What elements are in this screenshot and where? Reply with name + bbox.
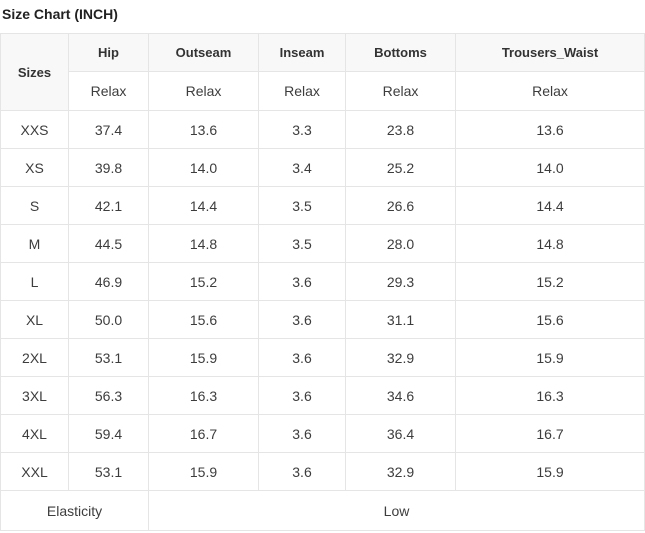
table-row-l: L 46.9 15.2 3.6 29.3 15.2 <box>0 262 645 301</box>
value-cell: 15.6 <box>455 300 645 339</box>
size-cell: S <box>0 186 69 225</box>
fit-cell-outseam: Relax <box>148 71 259 111</box>
table-row-2xl: 2XL 53.1 15.9 3.6 32.9 15.9 <box>0 338 645 377</box>
fit-cell-bottoms: Relax <box>345 71 456 111</box>
value-cell: 3.6 <box>258 262 346 301</box>
value-cell: 14.4 <box>148 186 259 225</box>
measure-header-row: Sizes Hip Outseam Inseam Bottoms Trouser… <box>0 33 645 111</box>
value-cell: 32.9 <box>345 452 456 491</box>
size-cell: 2XL <box>0 338 69 377</box>
value-cell: 32.9 <box>345 338 456 377</box>
value-cell: 53.1 <box>68 452 149 491</box>
value-cell: 3.6 <box>258 452 346 491</box>
sizes-corner-header: Sizes <box>0 33 69 111</box>
value-cell: 15.9 <box>148 452 259 491</box>
value-cell: 39.8 <box>68 148 149 187</box>
value-cell: 25.2 <box>345 148 456 187</box>
size-cell: 3XL <box>0 376 69 415</box>
column-header-inseam: Inseam <box>258 33 346 72</box>
fit-cell-inseam: Relax <box>258 71 346 111</box>
value-cell: 15.9 <box>148 338 259 377</box>
value-cell: 50.0 <box>68 300 149 339</box>
value-cell: 42.1 <box>68 186 149 225</box>
value-cell: 3.6 <box>258 338 346 377</box>
page-title: Size Chart (INCH) <box>2 6 118 22</box>
table-row-m: M 44.5 14.8 3.5 28.0 14.8 <box>0 224 645 263</box>
value-cell: 3.3 <box>258 110 346 149</box>
fit-cell-hip: Relax <box>68 71 149 111</box>
value-cell: 16.3 <box>455 376 645 415</box>
size-cell: M <box>0 224 69 263</box>
value-cell: 46.9 <box>68 262 149 301</box>
value-cell: 31.1 <box>345 300 456 339</box>
value-cell: 26.6 <box>345 186 456 225</box>
size-cell: 4XL <box>0 414 69 453</box>
value-cell: 3.4 <box>258 148 346 187</box>
value-cell: 34.6 <box>345 376 456 415</box>
table-row-xl: XL 50.0 15.6 3.6 31.1 15.6 <box>0 300 645 339</box>
elasticity-label-cell: Elasticity <box>0 490 149 531</box>
value-cell: 15.9 <box>455 338 645 377</box>
value-cell: 29.3 <box>345 262 456 301</box>
column-header-outseam: Outseam <box>148 33 259 72</box>
column-header-trousers-waist: Trousers_Waist <box>455 33 645 72</box>
fit-header-row: Relax Relax Relax Relax Relax <box>1 71 645 111</box>
value-cell: 14.0 <box>148 148 259 187</box>
size-cell: XXS <box>0 110 69 149</box>
table-row-s: S 42.1 14.4 3.5 26.6 14.4 <box>0 186 645 225</box>
table-row-xxl: XXL 53.1 15.9 3.6 32.9 15.9 <box>0 452 645 491</box>
value-cell: 13.6 <box>148 110 259 149</box>
value-cell: 36.4 <box>345 414 456 453</box>
value-cell: 16.3 <box>148 376 259 415</box>
value-cell: 37.4 <box>68 110 149 149</box>
value-cell: 3.5 <box>258 186 346 225</box>
value-cell: 16.7 <box>148 414 259 453</box>
table-row-xs: XS 39.8 14.0 3.4 25.2 14.0 <box>0 148 645 187</box>
value-cell: 59.4 <box>68 414 149 453</box>
elasticity-row: Elasticity Low <box>0 490 645 531</box>
value-cell: 3.5 <box>258 224 346 263</box>
value-cell: 15.6 <box>148 300 259 339</box>
table-row-3xl: 3XL 56.3 16.3 3.6 34.6 16.3 <box>0 376 645 415</box>
value-cell: 14.4 <box>455 186 645 225</box>
size-cell: XXL <box>0 452 69 491</box>
value-cell: 15.2 <box>148 262 259 301</box>
fit-cell-trousers-waist: Relax <box>455 71 645 111</box>
column-header-bottoms: Bottoms <box>345 33 456 72</box>
value-cell: 23.8 <box>345 110 456 149</box>
value-cell: 15.9 <box>455 452 645 491</box>
value-cell: 3.6 <box>258 300 346 339</box>
value-cell: 3.6 <box>258 414 346 453</box>
elasticity-value-cell: Low <box>148 490 645 531</box>
value-cell: 14.8 <box>455 224 645 263</box>
value-cell: 16.7 <box>455 414 645 453</box>
value-cell: 28.0 <box>345 224 456 263</box>
size-cell: L <box>0 262 69 301</box>
value-cell: 3.6 <box>258 376 346 415</box>
size-cell: XL <box>0 300 69 339</box>
value-cell: 14.0 <box>455 148 645 187</box>
table-row-xxs: XXS 37.4 13.6 3.3 23.8 13.6 <box>0 110 645 149</box>
value-cell: 13.6 <box>455 110 645 149</box>
value-cell: 14.8 <box>148 224 259 263</box>
value-cell: 44.5 <box>68 224 149 263</box>
size-cell: XS <box>0 148 69 187</box>
table-row-4xl: 4XL 59.4 16.7 3.6 36.4 16.7 <box>0 414 645 453</box>
value-cell: 53.1 <box>68 338 149 377</box>
value-cell: 56.3 <box>68 376 149 415</box>
size-chart-table: Sizes Hip Outseam Inseam Bottoms Trouser… <box>0 33 645 531</box>
column-header-hip: Hip <box>68 33 149 72</box>
value-cell: 15.2 <box>455 262 645 301</box>
